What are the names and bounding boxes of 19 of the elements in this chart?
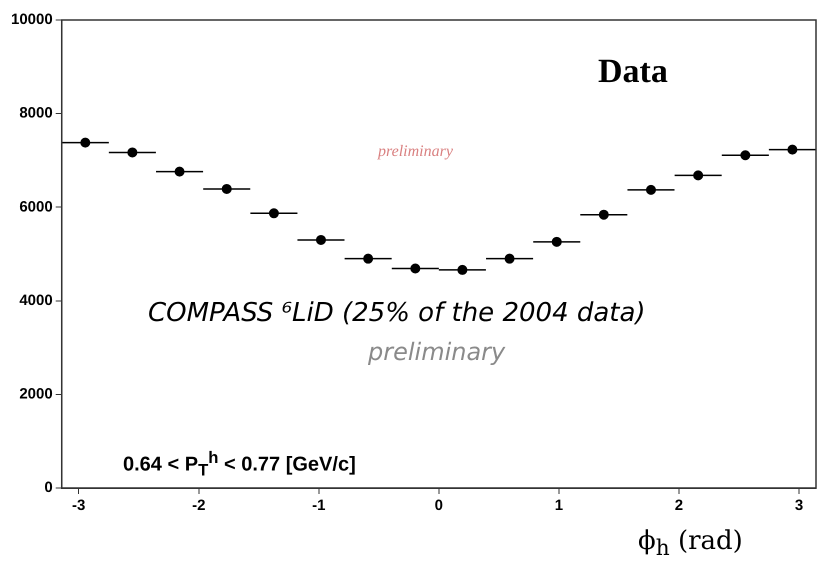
y-tick-label: 10000 — [10, 11, 53, 28]
annotation: 0.64 < P$_{T}$$^{h}$ < 0.77 [GeV/c] — [123, 448, 356, 481]
x-tick-label: -3 — [72, 497, 86, 514]
annotation: preliminary — [368, 338, 506, 366]
y-tick-label: 4000 — [19, 292, 53, 309]
annotation: Data — [598, 53, 668, 91]
annotation: COMPASS ⁶LiD (25% of the 2004 data) — [148, 298, 646, 328]
x-tick-label: 1 — [554, 497, 564, 514]
y-tick-label: 2000 — [19, 386, 53, 403]
y-tick-label: 6000 — [19, 198, 53, 216]
y-tick-label: 8000 — [19, 104, 53, 122]
x-tick-label: 3 — [794, 497, 804, 514]
x-tick-label: 0 — [434, 497, 444, 514]
x-tick-label: 2 — [674, 497, 684, 514]
x-tick-label: -1 — [312, 497, 326, 514]
x-tick-label: -2 — [192, 497, 206, 514]
x-axis-title: ϕ$_{h}$ (rad) — [638, 526, 743, 562]
annotation: preliminary — [378, 143, 453, 161]
y-tick-label: 0 — [44, 479, 53, 496]
